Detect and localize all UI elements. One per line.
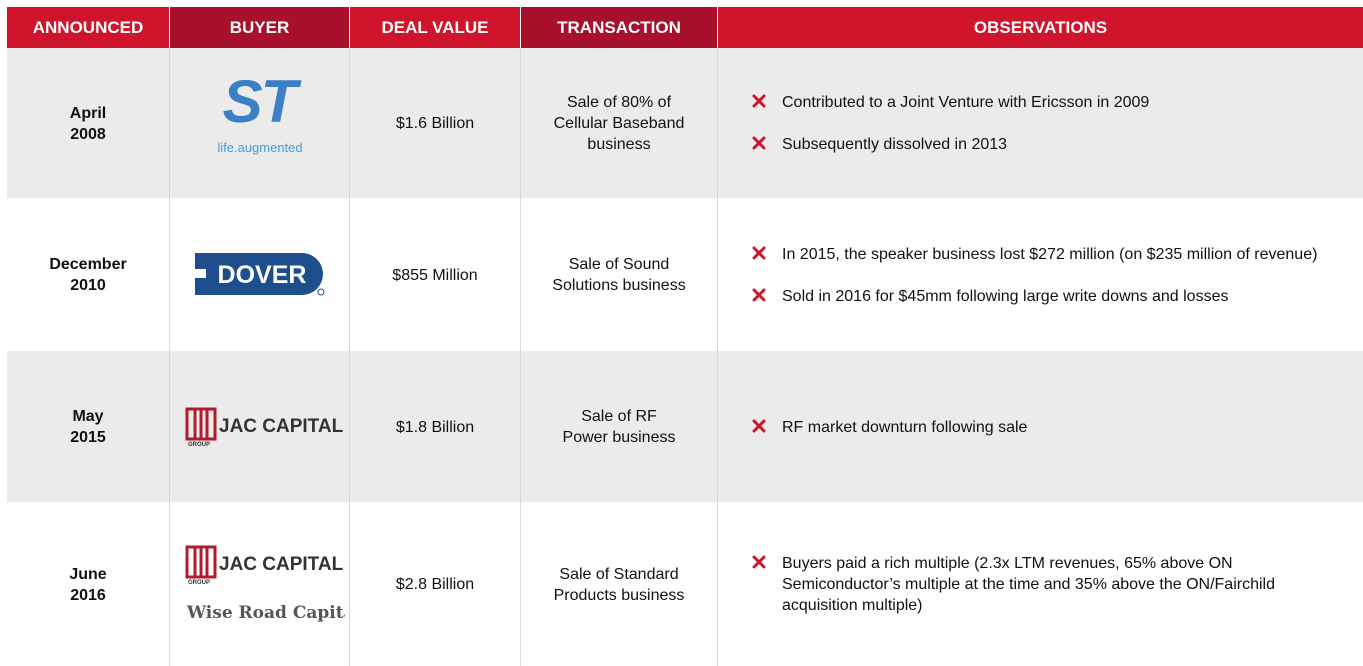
observation-item: In 2015, the speaker business lost $272 … <box>747 244 1342 265</box>
announced-cell: June 2016 <box>7 503 169 666</box>
jac-icon-bars <box>193 409 209 439</box>
observation-text: Sold in 2016 for $45mm following large w… <box>782 287 1229 305</box>
st-tagline: life.augmented <box>217 140 302 155</box>
header-cell: ANNOUNCED <box>7 7 169 48</box>
observation-item: Subsequently dissolved in 2013 <box>747 134 1342 155</box>
column-divider <box>717 48 718 666</box>
announced-cell: April 2008 <box>7 48 169 199</box>
transaction-line: Sale of Sound <box>568 256 670 273</box>
jac-logo: GROUP JAC CAPITAL <box>185 407 344 448</box>
buyer-logo-dover: DOVER <box>190 250 335 300</box>
transaction-line: business <box>587 136 651 153</box>
column-divider <box>349 48 350 666</box>
observation-item: Buyers paid a rich multiple (2.3x LTM re… <box>747 553 1342 616</box>
x-bullet <box>752 555 766 569</box>
dover-text: DOVER <box>218 261 307 289</box>
row-background <box>7 351 1363 503</box>
observations-cell: In 2015, the speaker business lost $272 … <box>747 199 1347 351</box>
announced-line: 2016 <box>70 586 106 604</box>
observation-text: Buyers paid a rich multiple (2.3x LTM re… <box>782 555 1275 614</box>
st-logo: ST life.augmented <box>217 68 303 155</box>
jac-text: JAC CAPITAL <box>219 554 344 575</box>
x-bullet <box>752 136 766 150</box>
observation-item: Contributed to a Joint Venture with Eric… <box>747 92 1342 113</box>
row-background <box>7 503 1363 666</box>
transaction-cell: Sale of 80% of Cellular Baseband business <box>521 48 717 199</box>
announced-line: April <box>69 104 107 122</box>
transaction-cell: Sale of Sound Solutions business <box>521 199 717 351</box>
announced-cell: December 2010 <box>7 199 169 351</box>
announced-line: May <box>72 408 104 425</box>
dover-badge <box>195 253 323 295</box>
header-cell: DEAL VALUE <box>350 7 520 48</box>
transaction-line: Products business <box>553 586 685 604</box>
jac-group: GROUP <box>188 580 210 586</box>
announced-line: December <box>49 256 127 273</box>
transaction-line: Power business <box>562 429 676 446</box>
x-bullet <box>752 94 766 108</box>
deal-value-cell: $855 Million <box>392 266 478 284</box>
observations-cell: RF market downturn following sale <box>747 351 1347 503</box>
announced-line: June <box>69 565 107 583</box>
registered-mark <box>317 288 325 296</box>
jac-group: GROUP <box>188 442 210 448</box>
observations-cell: Contributed to a Joint Venture with Eric… <box>747 48 1347 199</box>
transaction-line: Sale of Standard <box>559 565 679 583</box>
header-cell: TRANSACTION <box>521 7 717 48</box>
buyer-logo-st: ST life.augmented <box>170 60 348 190</box>
observation-item: RF market downturn following sale <box>747 417 1342 438</box>
transaction-cell: Sale of Standard Products business <box>521 503 717 666</box>
row-background <box>7 48 1363 199</box>
jac-icon-bars <box>193 547 209 577</box>
jac-text: JAC CAPITAL <box>219 416 344 437</box>
column-divider <box>520 48 521 666</box>
announced-line: 2015 <box>70 429 106 446</box>
x-bullet <box>752 288 766 301</box>
announced-line: 2010 <box>70 277 106 294</box>
transaction-line: Cellular Baseband <box>553 115 685 132</box>
transaction-cell: Sale of RF Power business <box>521 351 717 503</box>
transaction-line: Sale of 80% of <box>566 94 672 111</box>
transaction-line: Solutions business <box>552 277 686 294</box>
deal-value-cell: $2.8 Billion <box>395 576 475 593</box>
buyer-logo-jac: GROUP JAC CAPITAL <box>185 405 345 450</box>
announced-line: 2008 <box>70 125 106 143</box>
x-bullet <box>752 419 766 432</box>
deal-value-cell: $1.8 Billion <box>395 418 475 436</box>
observation-text: In 2015, the speaker business lost $272 … <box>782 245 1318 263</box>
column-divider <box>169 48 170 666</box>
transaction-line: Sale of RF <box>581 408 657 425</box>
header-cell: OBSERVATIONS <box>718 7 1363 48</box>
observations-cell: Buyers paid a rich multiple (2.3x LTM re… <box>747 503 1347 666</box>
dover-logo: DOVER <box>195 253 325 296</box>
observation-text: RF market downturn following sale <box>782 418 1028 436</box>
deal-value-cell: $1.6 Billion <box>395 115 475 132</box>
announced-cell: May 2015 <box>7 351 169 503</box>
st-mark: ST <box>223 68 302 135</box>
buyer-logo-jac-wise: GROUP JAC CAPITAL Wise Road Capital <box>185 543 362 628</box>
dover-notch <box>195 269 206 278</box>
observation-text: Contributed to a Joint Venture with Eric… <box>782 94 1150 111</box>
observation-item: Sold in 2016 for $45mm following large w… <box>747 286 1342 307</box>
wise-road-text: Wise Road Capital <box>186 603 345 623</box>
header-cell: BUYER <box>170 7 349 48</box>
jac-wise-logo: GROUP JAC CAPITAL Wise Road Capital <box>185 545 362 623</box>
observation-text: Subsequently dissolved in 2013 <box>782 136 1008 153</box>
x-bullet <box>752 246 766 259</box>
